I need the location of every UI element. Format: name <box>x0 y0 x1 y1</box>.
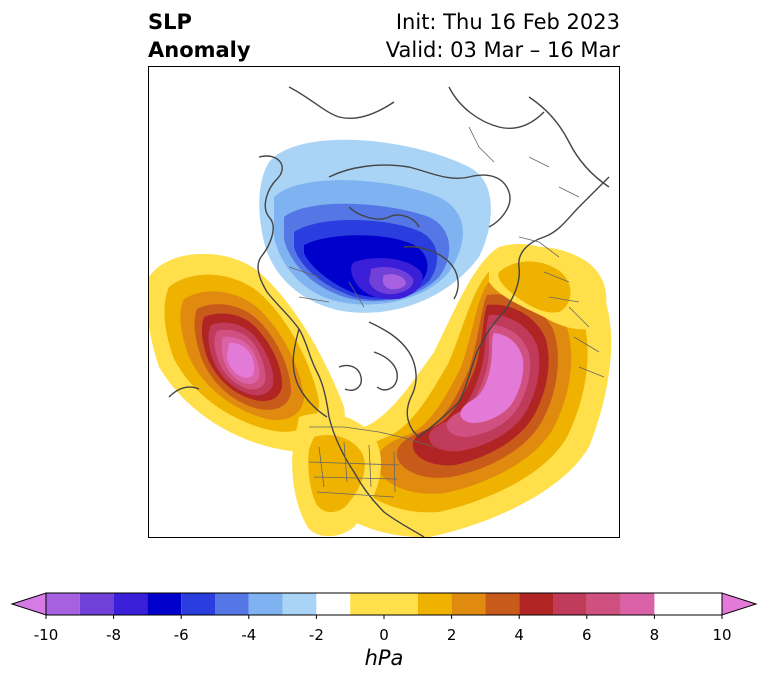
negative-anomaly-arctic <box>259 139 491 313</box>
colorbar-segment <box>248 593 283 615</box>
colorbar-tick-label: -2 <box>308 626 324 644</box>
positive-anomaly-us <box>292 413 382 537</box>
map-panel <box>148 66 620 538</box>
colorbar-tick-label: 10 <box>712 626 732 644</box>
colorbar-tick-label: -8 <box>106 626 122 644</box>
colorbar-segment <box>417 593 452 615</box>
colorbar-segment <box>147 593 182 615</box>
colorbar-segment <box>620 593 655 615</box>
colorbar-tick-label: 0 <box>379 626 389 644</box>
map-title: SLP Anomaly <box>148 8 251 64</box>
colorbar-segment <box>181 593 215 615</box>
colorbar-segment <box>451 593 486 615</box>
colorbar-segment <box>79 593 114 615</box>
colorbar-under-triangle <box>10 592 47 616</box>
colorbar-tick-label: 6 <box>582 626 592 644</box>
init-date: Init: Thu 16 Feb 2023 <box>395 10 620 34</box>
colorbar-tick-label: -10 <box>33 626 59 644</box>
colorbar-tick-label: -6 <box>173 626 189 644</box>
positive-anomaly-pacific <box>149 253 345 452</box>
colorbar-segment <box>215 593 249 615</box>
title-line-2: Anomaly <box>148 38 251 62</box>
colorbar-segment <box>113 593 148 615</box>
colorbar-segment <box>519 593 553 615</box>
forecast-dates: Init: Thu 16 Feb 2023 Valid: 03 Mar – 16… <box>386 8 620 64</box>
colorbar-segments <box>46 593 655 615</box>
colorbar-over-triangle <box>721 592 758 616</box>
colorbar-segment <box>350 593 418 615</box>
colorbar-segment <box>46 593 80 615</box>
colorbar-units-label: hPa <box>364 646 404 670</box>
colorbar-tick-label: 2 <box>446 626 457 644</box>
colorbar-tick-label: 8 <box>649 626 660 644</box>
colorbar-outline <box>45 592 723 616</box>
colorbar-tick-label: -4 <box>241 626 257 644</box>
anomaly-map <box>149 67 619 537</box>
political-borders <box>288 126 605 498</box>
colorbar-tick-label: 4 <box>514 626 524 644</box>
colorbar-segment <box>586 593 621 615</box>
colorbar-segment <box>553 593 587 615</box>
colorbar-segment <box>282 593 317 615</box>
colorbar-segment <box>485 593 520 615</box>
title-line-1: SLP <box>148 10 192 34</box>
coastlines <box>168 86 610 537</box>
valid-date: Valid: 03 Mar – 16 Mar <box>385 38 620 62</box>
colorbar-tick-marks <box>45 615 723 619</box>
colorbar-segment <box>316 593 351 615</box>
colorbar <box>10 592 758 619</box>
